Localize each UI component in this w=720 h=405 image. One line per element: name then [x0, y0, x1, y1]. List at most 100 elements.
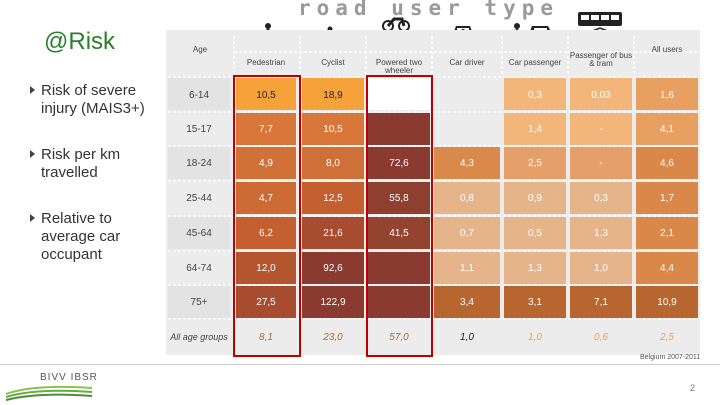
cell-fill	[570, 217, 632, 249]
cell-fill	[236, 147, 296, 179]
cell-fill	[302, 182, 364, 214]
table-cell: 4,9	[259, 158, 273, 169]
highlight-box-ptw	[366, 75, 433, 357]
cell-fill	[434, 252, 500, 284]
table-cell: 1,3	[528, 263, 542, 274]
cell-fill	[434, 286, 500, 318]
table-cell: 0,3	[594, 193, 608, 204]
table-cell: 27,5	[256, 297, 276, 308]
cell-fill	[504, 147, 566, 179]
cell-fill	[302, 147, 364, 179]
table-cell: 0,6	[594, 332, 608, 343]
column-header-all-users: All users	[651, 45, 683, 54]
cell-fill	[636, 182, 698, 214]
table-cell: 57,0	[389, 332, 409, 343]
table-cell: 92,6	[323, 263, 343, 274]
table-cell: 1,6	[660, 90, 674, 101]
cell-fill	[368, 217, 430, 249]
age-cell-fill	[168, 252, 230, 284]
table-cell: 0,8	[460, 193, 474, 204]
cell-fill	[636, 147, 698, 179]
cell-fill	[636, 286, 698, 318]
cell-fill	[570, 78, 632, 110]
table-cell: 3,4	[460, 297, 474, 308]
age-label: All age groups	[170, 332, 228, 342]
cell-fill	[302, 286, 364, 318]
age-label: 75+	[190, 297, 208, 308]
bullet-item: Relative to average car occupant	[26, 210, 166, 264]
cell-fill	[368, 113, 430, 145]
table-cell: 0,7	[460, 228, 474, 239]
age-header: Age	[192, 45, 208, 54]
cell-fill	[434, 147, 500, 179]
triangle-bullet-icon	[30, 214, 35, 222]
cell-fill	[504, 78, 566, 110]
cell-fill	[504, 182, 566, 214]
column-header-car-driver: Car driver	[449, 58, 485, 67]
bivv-logo-icon	[5, 385, 93, 401]
cell-fill	[368, 182, 430, 214]
source-note: Belgium 2007-2011	[640, 354, 701, 361]
table-cell: 21,6	[323, 228, 343, 239]
logo-text: BIVV IBSR	[40, 372, 98, 383]
age-cell-fill	[168, 217, 230, 249]
column-header-bus-tram: Passenger of bus & tram	[569, 51, 633, 68]
age-label: 25-44	[186, 193, 212, 204]
risk-table-grid	[166, 30, 700, 355]
age-cell-fill	[168, 286, 230, 318]
table-cell: 4,3	[460, 158, 474, 169]
table-cell: 7,1	[594, 297, 608, 308]
table-cell: 0,3	[528, 90, 542, 101]
cell-fill	[236, 182, 296, 214]
cell-fill	[570, 147, 632, 179]
age-cell-fill	[168, 182, 230, 214]
age-cell-fill	[168, 113, 230, 145]
table-cell: 8,1	[259, 332, 273, 343]
age-label: 64-74	[186, 263, 212, 274]
cell-fill	[434, 182, 500, 214]
table-cell: 0,5	[528, 228, 542, 239]
cell-fill	[570, 286, 632, 318]
table-cell: 1,0	[528, 332, 542, 343]
table-cell: 6,2	[259, 228, 273, 239]
cell-fill	[434, 217, 500, 249]
cell-fill	[636, 78, 698, 110]
table-cell: 4,4	[660, 263, 674, 274]
age-cell-fill	[168, 78, 230, 110]
bullet-item: Risk of severe injury (MAIS3+)	[26, 82, 166, 118]
cell-fill	[570, 113, 632, 145]
table-cell: 1,1	[460, 263, 474, 274]
road-user-type-heading: road user type	[298, 0, 560, 20]
table-cell: 41,5	[389, 228, 409, 239]
table-cell: 1,0	[460, 332, 474, 343]
age-label: 15-17	[186, 124, 212, 135]
table-cell: 122,9	[320, 297, 346, 308]
cell-fill	[368, 147, 430, 179]
cell-fill	[636, 217, 698, 249]
triangle-bullet-icon	[30, 150, 35, 158]
slide-title: @Risk	[44, 28, 116, 55]
column-header-ptw: Powered two wheeler	[375, 58, 423, 75]
table-cell: 1,3	[594, 228, 608, 239]
column-header-cyclist: Cyclist	[321, 58, 345, 67]
age-label: 45-64	[186, 228, 212, 239]
table-cell: 10,5	[323, 124, 343, 135]
cell-fill	[570, 182, 632, 214]
cell-fill	[636, 252, 698, 284]
highlight-box-pedestrian	[233, 75, 301, 357]
page-number: 2	[690, 383, 696, 393]
cell-fill	[236, 217, 296, 249]
cell-fill	[504, 286, 566, 318]
bullet-list: Risk of severe injury (MAIS3+) Risk per …	[26, 82, 166, 292]
table-cell: 8,0	[326, 158, 340, 169]
cell-fill	[236, 113, 296, 145]
table-cell: 4,6	[660, 158, 674, 169]
cell-fill	[302, 252, 364, 284]
cell-fill	[504, 113, 566, 145]
table-cell: 1,7	[660, 193, 674, 204]
column-header-pedestrian: Pedestrian	[246, 58, 286, 67]
table-cell: 2,5	[660, 332, 674, 343]
table-cell: 1,0	[594, 263, 608, 274]
cell-fill	[368, 252, 430, 284]
cell-fill	[302, 113, 364, 145]
